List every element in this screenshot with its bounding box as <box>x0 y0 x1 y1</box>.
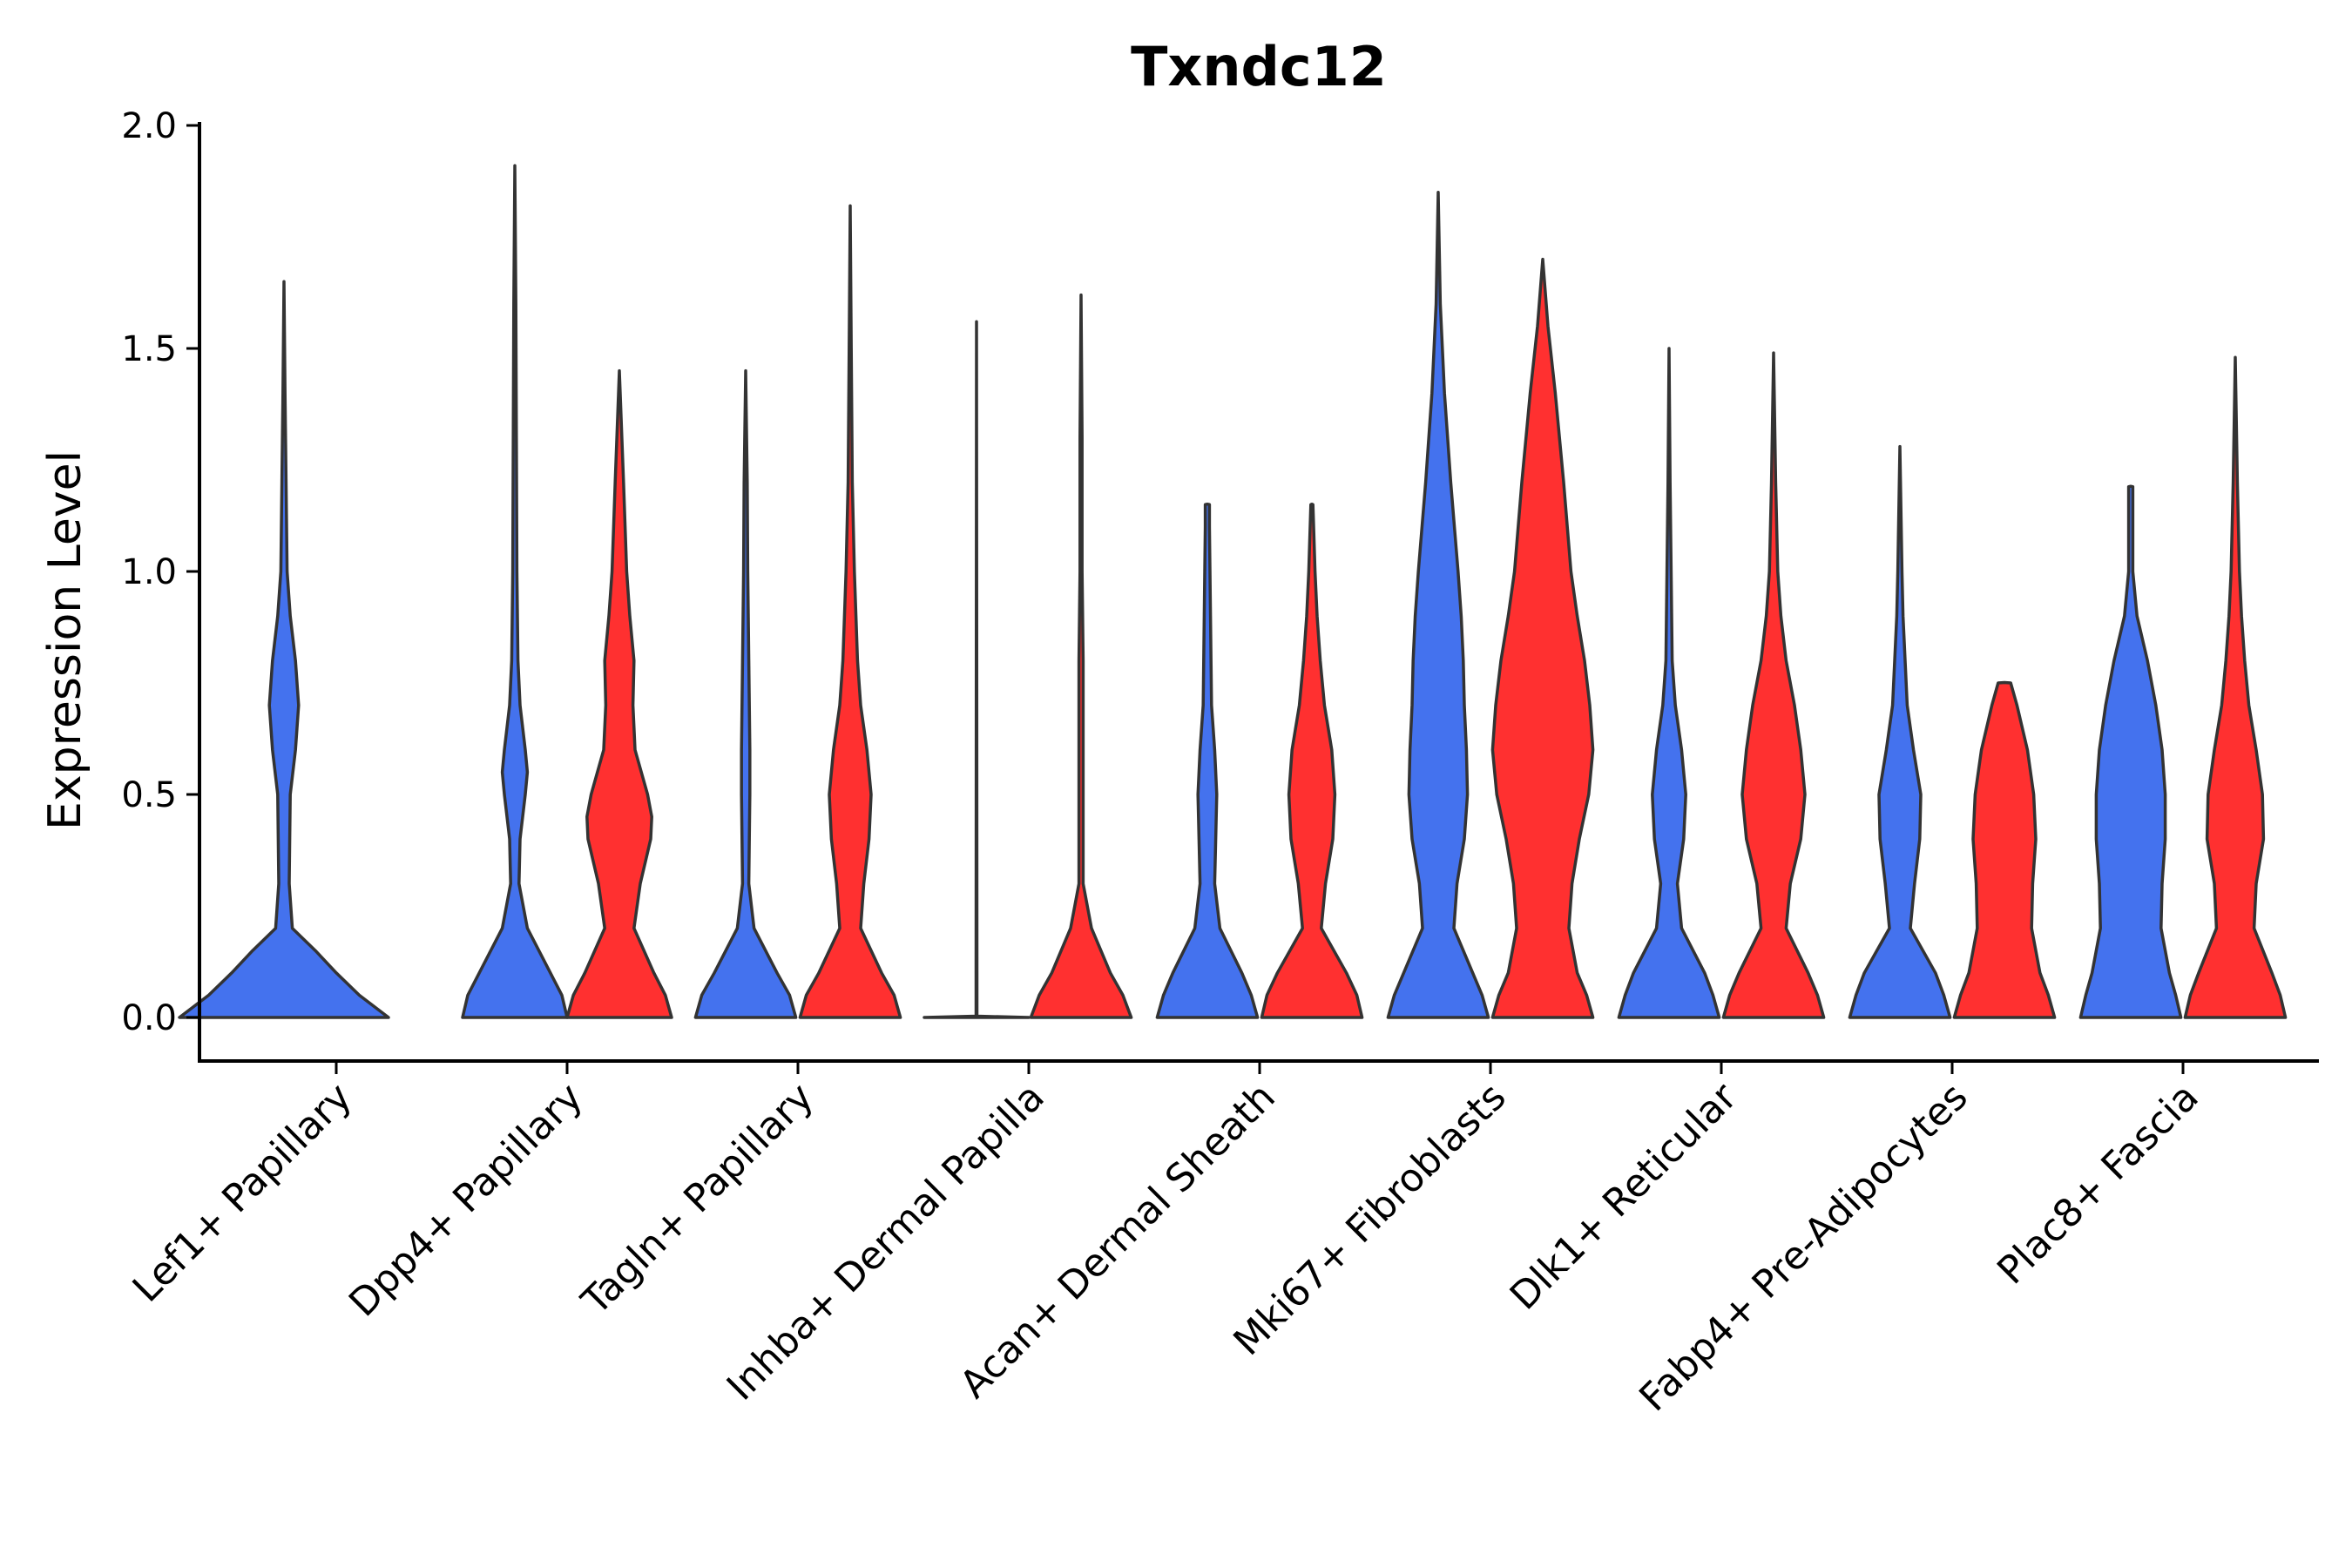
violin-mki67-fibroblasts-group2 <box>1490 257 1595 1019</box>
x-category-label: Lef1+ Papillary <box>125 1075 361 1311</box>
violin-tagln-papillary-group1 <box>693 368 798 1019</box>
y-axis-ticks: 0.0 0.5 1.0 1.5 2.0 <box>121 106 199 1038</box>
x-category-label: Plac8+ Fascia <box>1989 1075 2207 1294</box>
violin-plac8-fascia-group2 <box>2183 355 2288 1019</box>
x-category-label: Dpp4+ Papillary <box>341 1075 591 1326</box>
violin-acan-dermal-sheath-group1 <box>1155 502 1260 1019</box>
violin-plac8-fascia-group1 <box>2078 484 2183 1019</box>
violin-acan-dermal-sheath-group2 <box>1260 502 1364 1019</box>
violin-dpp4-papillary-group1 <box>461 164 569 1019</box>
y-tick-label: 0.5 <box>121 775 177 815</box>
y-tick-label: 1.5 <box>121 329 177 369</box>
violin-mki67-fibroblasts-group1 <box>1386 191 1490 1019</box>
violin-dlk1-reticular-group1 <box>1617 347 1721 1019</box>
y-tick-label: 0.0 <box>121 998 177 1038</box>
violin-lef1-papillary-group1 <box>178 280 390 1019</box>
x-category-label: Dlk1+ Reticular <box>1502 1074 1747 1319</box>
violin-dpp4-papillary-group2 <box>565 368 673 1019</box>
violin-tagln-papillary-group2 <box>798 204 902 1019</box>
violin-fabp4-pre-adipocytes-group2 <box>1952 680 2057 1019</box>
y-tick-label: 2.0 <box>121 106 177 146</box>
violin-fabp4-pre-adipocytes-group1 <box>1848 444 1952 1019</box>
chart-title: Txndc12 <box>1131 35 1387 98</box>
y-tick-label: 1.0 <box>121 552 177 592</box>
violin-inhba-dermal-papilla-group1 <box>923 320 1031 1019</box>
violin-inhba-dermal-papilla-group2 <box>1029 293 1133 1019</box>
x-category-label: Tagln+ Papillary <box>573 1075 822 1324</box>
y-axis-label: Expression Level <box>39 450 91 830</box>
violin-dlk1-reticular-group2 <box>1721 351 1826 1019</box>
violin-layer <box>178 164 2288 1019</box>
